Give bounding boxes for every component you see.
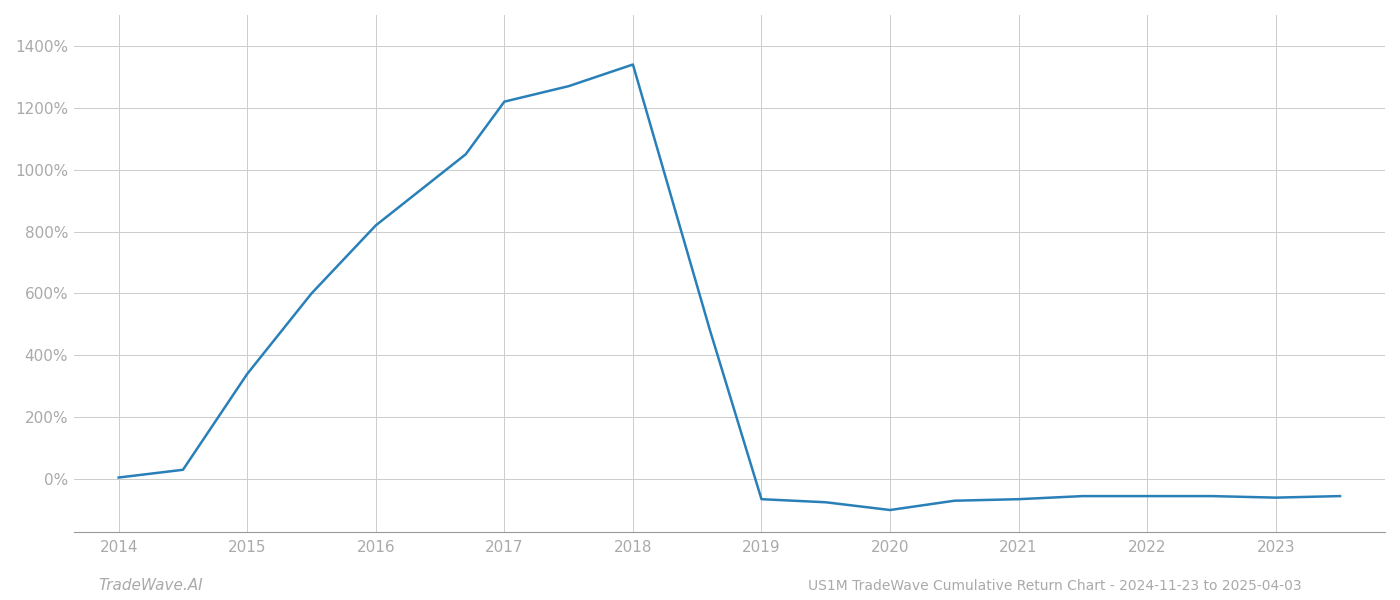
Text: US1M TradeWave Cumulative Return Chart - 2024-11-23 to 2025-04-03: US1M TradeWave Cumulative Return Chart -… (808, 579, 1302, 593)
Text: TradeWave.AI: TradeWave.AI (98, 578, 203, 593)
